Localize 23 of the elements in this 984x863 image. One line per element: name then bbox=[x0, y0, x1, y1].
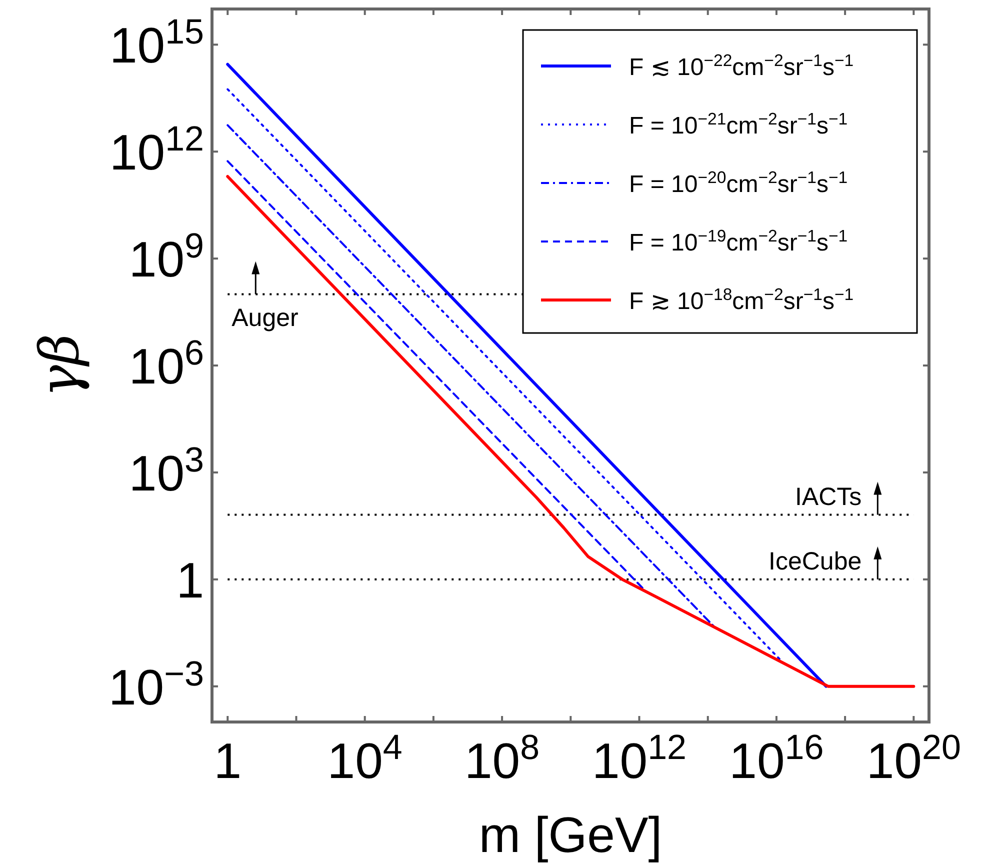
x-tick-label: 10$^{12}$ bbox=[592, 728, 687, 789]
y-tick-label: 10$^{6}$ bbox=[128, 333, 204, 394]
legend-label: F ≲ 10$^{−22}$cm$^{−2}$sr$^{−1}$s$^{−1}$ bbox=[629, 50, 854, 81]
x-tick-label: 10$^{8}$ bbox=[464, 728, 540, 789]
x-tick-label: 10$^{4}$ bbox=[327, 728, 402, 789]
y-axis-title: γβ bbox=[28, 334, 91, 398]
x-tick-label: 10$^{16}$ bbox=[729, 728, 824, 789]
ref-line-label: IACTs bbox=[794, 482, 862, 511]
legend-label: F = 10$^{−19}$cm$^{−2}$sr$^{−1}$s$^{−1}$ bbox=[629, 226, 848, 256]
legend-label: F = 10$^{−20}$cm$^{−2}$sr$^{−1}$s$^{−1}$ bbox=[629, 168, 848, 198]
y-tick-label: 10$^{3}$ bbox=[128, 440, 204, 502]
y-tick-label: 10$^{15}$ bbox=[109, 12, 204, 74]
x-tick-label: 1 bbox=[214, 733, 242, 789]
legend-label: F = 10$^{−21}$cm$^{−2}$sr$^{−1}$s$^{−1}$ bbox=[629, 109, 848, 140]
x-axis-title: m [GeV] bbox=[478, 807, 662, 863]
y-tick-label: 10$^{−3}$ bbox=[108, 654, 204, 716]
y-tick-label: 10$^{9}$ bbox=[128, 226, 204, 288]
y-tick-label: 1 bbox=[176, 552, 204, 608]
ref-line-label: IceCube bbox=[768, 547, 862, 576]
y-tick-label: 10$^{12}$ bbox=[109, 119, 204, 181]
legend-label: F ≳ 10$^{−18}$cm$^{−2}$sr$^{−1}$s$^{−1}$ bbox=[629, 284, 854, 315]
ref-line-label: Auger bbox=[232, 304, 298, 332]
x-tick-label: 10$^{20}$ bbox=[866, 728, 961, 789]
